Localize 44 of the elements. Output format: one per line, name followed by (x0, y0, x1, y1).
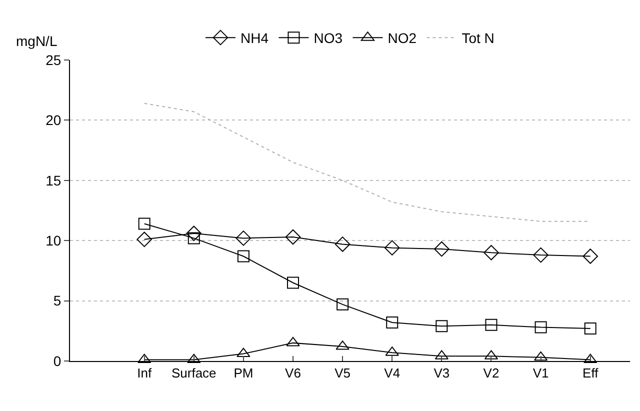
point (136, 232, 152, 248)
x-tick-label: Surface (171, 366, 216, 381)
point (485, 318, 498, 331)
y-tick-label: 20 (46, 112, 62, 128)
y-tick-label: 0 (53, 352, 62, 369)
y-tick-label: 15 (46, 172, 62, 188)
point (236, 348, 250, 358)
x-tick-label: V3 (434, 366, 450, 381)
legend-label: NO2 (388, 30, 417, 46)
point (384, 240, 400, 256)
point (484, 244, 499, 260)
x-tick-label: Inf (137, 366, 152, 381)
point (186, 226, 202, 242)
y-axis-title: mgN/L (16, 33, 58, 49)
x-tick-label: V4 (384, 366, 400, 381)
point (336, 298, 349, 310)
point (285, 229, 301, 245)
x-tick-label: V2 (483, 366, 500, 381)
legend-label: NH4 (240, 30, 269, 46)
point (237, 250, 250, 262)
point (287, 276, 300, 289)
x-tick-label: V6 (285, 366, 301, 381)
point (582, 248, 598, 264)
point (533, 247, 548, 263)
legend-label: NO3 (314, 30, 343, 46)
point (236, 230, 252, 246)
point (187, 354, 201, 364)
point (584, 322, 596, 334)
point (386, 316, 398, 328)
y-tick-label: 25 (46, 52, 62, 68)
point (434, 241, 450, 257)
point (436, 320, 448, 332)
point (534, 321, 547, 334)
x-tick-label: V5 (334, 366, 351, 381)
point (286, 336, 300, 346)
point (584, 354, 598, 364)
x-tick-label: Eff (582, 366, 599, 381)
point (138, 218, 150, 230)
y-tick-label: 10 (46, 232, 62, 248)
x-tick-label: PM (234, 366, 254, 381)
point (334, 236, 350, 252)
legend-label: Tot N (462, 30, 494, 46)
x-tick-label: V1 (532, 366, 549, 381)
y-tick-label: 5 (53, 292, 62, 309)
